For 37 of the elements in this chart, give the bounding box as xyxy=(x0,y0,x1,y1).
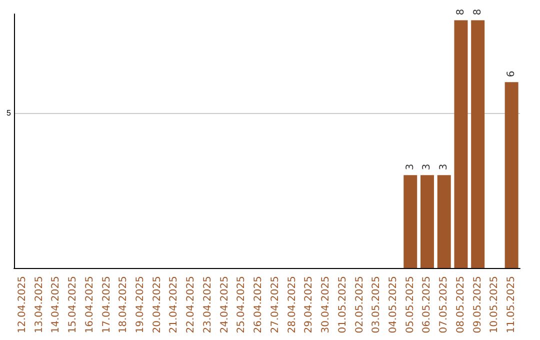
x-tick-label: 12.04.2025 xyxy=(16,276,28,334)
x-tick-label: 17.04.2025 xyxy=(101,276,112,334)
x-tick-label: 16.04.2025 xyxy=(84,276,96,334)
data-label: 8 xyxy=(472,8,484,16)
x-tick-label: 20.04.2025 xyxy=(152,276,163,334)
x-tick-label: 14.04.2025 xyxy=(50,276,62,334)
x-tick-label: 05.05.2025 xyxy=(404,276,416,334)
x-tick-label: 21.04.2025 xyxy=(168,276,180,334)
x-tick-label: 28.04.2025 xyxy=(286,276,298,334)
x-tick-label: 27.04.2025 xyxy=(270,276,281,334)
x-tick-label: 10.05.2025 xyxy=(489,276,500,334)
x-tick-label: 06.05.2025 xyxy=(422,276,433,334)
x-tick-label: 13.04.2025 xyxy=(34,276,45,334)
y-tick-label: 5 xyxy=(6,108,12,118)
x-tick-label: 22.04.2025 xyxy=(186,276,197,334)
x-tick-label: 08.05.2025 xyxy=(455,276,466,334)
x-tick-label: 18.04.2025 xyxy=(118,276,130,334)
x-tick-label: 25.04.2025 xyxy=(236,276,248,334)
x-tick-label: 07.05.2025 xyxy=(438,276,450,334)
x-tick-label: 29.04.2025 xyxy=(304,276,315,334)
data-label: 3 xyxy=(438,164,450,170)
data-label: 6 xyxy=(506,70,518,78)
x-tick-label: 26.04.2025 xyxy=(253,276,264,334)
x-tick-label: 01.05.2025 xyxy=(337,276,348,334)
x-tick-label: 19.04.2025 xyxy=(135,276,146,334)
x-tick-label: 11.05.2025 xyxy=(506,276,518,334)
data-label: 3 xyxy=(404,164,416,170)
x-tick-label: 03.05.2025 xyxy=(371,276,382,334)
x-tick-label: 23.04.2025 xyxy=(202,276,214,334)
x-tick-label: 15.04.2025 xyxy=(68,276,79,334)
x-tick-label: 02.05.2025 xyxy=(354,276,366,334)
x-tick-label: 24.04.2025 xyxy=(219,276,230,334)
x-tick-label: 04.05.2025 xyxy=(388,276,399,334)
x-tick-label: 30.04.2025 xyxy=(320,276,332,334)
x-tick-label: 09.05.2025 xyxy=(472,276,484,334)
data-label: 3 xyxy=(422,164,433,170)
data-label: 8 xyxy=(455,8,466,16)
